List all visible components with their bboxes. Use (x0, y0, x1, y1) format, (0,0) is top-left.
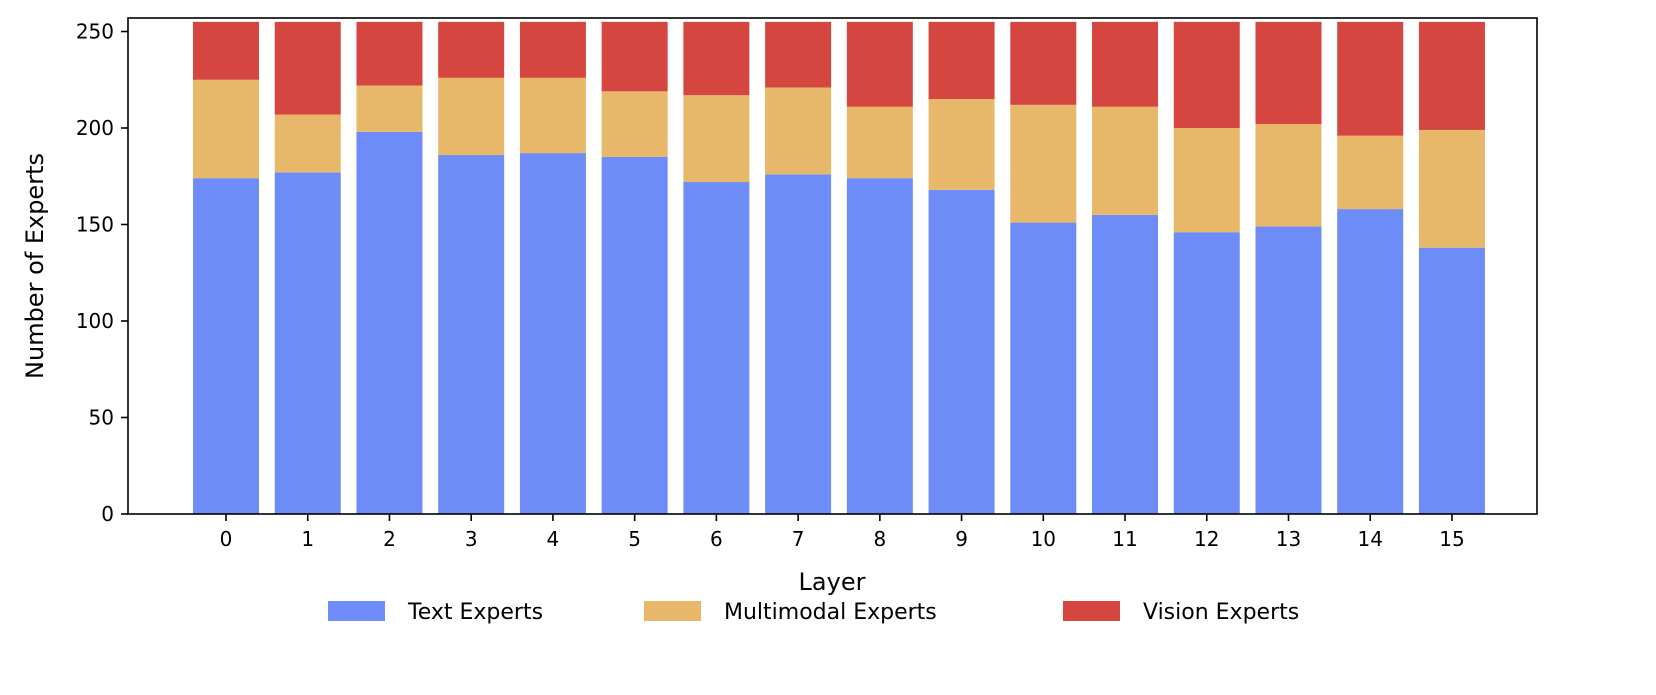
bar-multimodal-experts-layer-4 (519, 77, 586, 154)
x-tick-label: 5 (628, 527, 641, 551)
bar-multimodal-experts-layer-15 (1418, 129, 1485, 248)
x-tick-label: 2 (383, 527, 396, 551)
legend: Text Experts Multimodal Experts Vision Exp… (328, 600, 1299, 625)
bar-vision-experts-layer-15 (1418, 21, 1485, 130)
x-tick-label: 7 (792, 527, 805, 551)
x-tick-label: 15 (1439, 527, 1464, 551)
bar-multimodal-experts-layer-8 (846, 106, 913, 179)
bar-text-experts-layer-11 (1092, 214, 1159, 515)
bar-vision-experts-layer-12 (1173, 21, 1240, 129)
bar-vision-experts-layer-0 (193, 21, 259, 80)
bar-vision-experts-layer-3 (438, 21, 505, 78)
bar-vision-experts-layer-13 (1255, 21, 1322, 125)
y-tick-label: 0 (101, 502, 114, 526)
y-tick-label: 100 (76, 309, 114, 333)
legend-label: Vision Experts (1143, 600, 1299, 625)
bar-vision-experts-layer-6 (683, 21, 750, 96)
bar-text-experts-layer-2 (356, 131, 423, 514)
y-tick-label: 200 (76, 116, 114, 140)
legend-label: Text Experts (407, 600, 543, 625)
bar-multimodal-experts-layer-6 (683, 95, 750, 183)
x-axis: 0 1 2 3 4 5 6 7 8 9 10 11 12 13 14 15 (220, 514, 1465, 551)
legend-swatch (1063, 601, 1120, 621)
y-axis: 0 50 100 150 200 250 (76, 20, 128, 526)
bar-vision-experts-layer-14 (1337, 21, 1404, 136)
bar-multimodal-experts-layer-2 (356, 85, 423, 132)
bar-text-experts-layer-10 (1010, 222, 1077, 515)
bar-multimodal-experts-layer-1 (274, 114, 341, 173)
y-tick-label: 50 (89, 406, 114, 430)
bar-multimodal-experts-layer-7 (765, 87, 832, 175)
x-axis-label: Layer (799, 568, 866, 596)
legend-item-text-experts: Text Experts (328, 600, 543, 625)
x-tick-label: 12 (1194, 527, 1219, 551)
legend-item-vision-experts: Vision Experts (1063, 600, 1299, 625)
bar-text-experts-layer-12 (1173, 232, 1240, 514)
bar-vision-experts-layer-4 (519, 21, 586, 78)
bar-multimodal-experts-layer-9 (928, 99, 995, 190)
bar-vision-experts-layer-7 (765, 21, 832, 88)
bar-text-experts-layer-9 (928, 189, 995, 514)
bar-text-experts-layer-13 (1255, 226, 1322, 514)
bar-vision-experts-layer-2 (356, 21, 423, 86)
x-tick-label: 8 (873, 527, 886, 551)
bar-text-experts-layer-5 (601, 156, 668, 514)
y-tick-label: 150 (76, 213, 114, 237)
bar-text-experts-layer-3 (438, 155, 505, 515)
x-tick-label: 14 (1357, 527, 1382, 551)
x-tick-label: 11 (1112, 527, 1137, 551)
bar-multimodal-experts-layer-0 (193, 79, 259, 179)
bar-text-experts-layer-8 (846, 178, 913, 514)
bar-text-experts-layer-6 (683, 182, 750, 514)
y-tick-label: 250 (76, 20, 114, 44)
x-tick-label: 1 (301, 527, 314, 551)
x-tick-label: 9 (955, 527, 968, 551)
legend-swatch (644, 601, 701, 621)
bar-multimodal-experts-layer-12 (1173, 128, 1240, 233)
bar-vision-experts-layer-8 (846, 21, 913, 107)
bar-vision-experts-layer-11 (1092, 21, 1159, 107)
x-tick-label: 10 (1031, 527, 1056, 551)
bar-multimodal-experts-layer-11 (1092, 106, 1159, 215)
bar-multimodal-experts-layer-10 (1010, 104, 1077, 223)
bar-vision-experts-layer-5 (601, 21, 668, 92)
bar-text-experts-layer-1 (274, 172, 341, 514)
legend-item-multimodal-experts: Multimodal Experts (644, 600, 937, 625)
bar-text-experts-layer-0 (193, 178, 259, 514)
x-tick-label: 0 (220, 527, 233, 551)
bar-text-experts-layer-15 (1418, 247, 1485, 514)
x-tick-label: 4 (547, 527, 560, 551)
bars-layer (193, 21, 1485, 515)
bar-vision-experts-layer-10 (1010, 21, 1077, 105)
legend-swatch (328, 601, 385, 621)
x-tick-label: 6 (710, 527, 723, 551)
bar-multimodal-experts-layer-5 (601, 91, 668, 157)
bar-text-experts-layer-4 (519, 153, 586, 514)
bar-multimodal-experts-layer-13 (1255, 124, 1322, 227)
bar-vision-experts-layer-1 (274, 21, 341, 115)
bar-multimodal-experts-layer-14 (1337, 135, 1404, 210)
bar-text-experts-layer-14 (1337, 209, 1404, 514)
y-axis-label: Number of Experts (21, 153, 49, 379)
bar-multimodal-experts-layer-3 (438, 77, 505, 156)
plot-frame (127, 17, 1538, 515)
x-tick-label: 13 (1276, 527, 1301, 551)
bar-vision-experts-layer-9 (928, 21, 995, 100)
bar-text-experts-layer-7 (765, 174, 832, 514)
x-tick-label: 3 (465, 527, 478, 551)
legend-label: Multimodal Experts (724, 600, 937, 625)
